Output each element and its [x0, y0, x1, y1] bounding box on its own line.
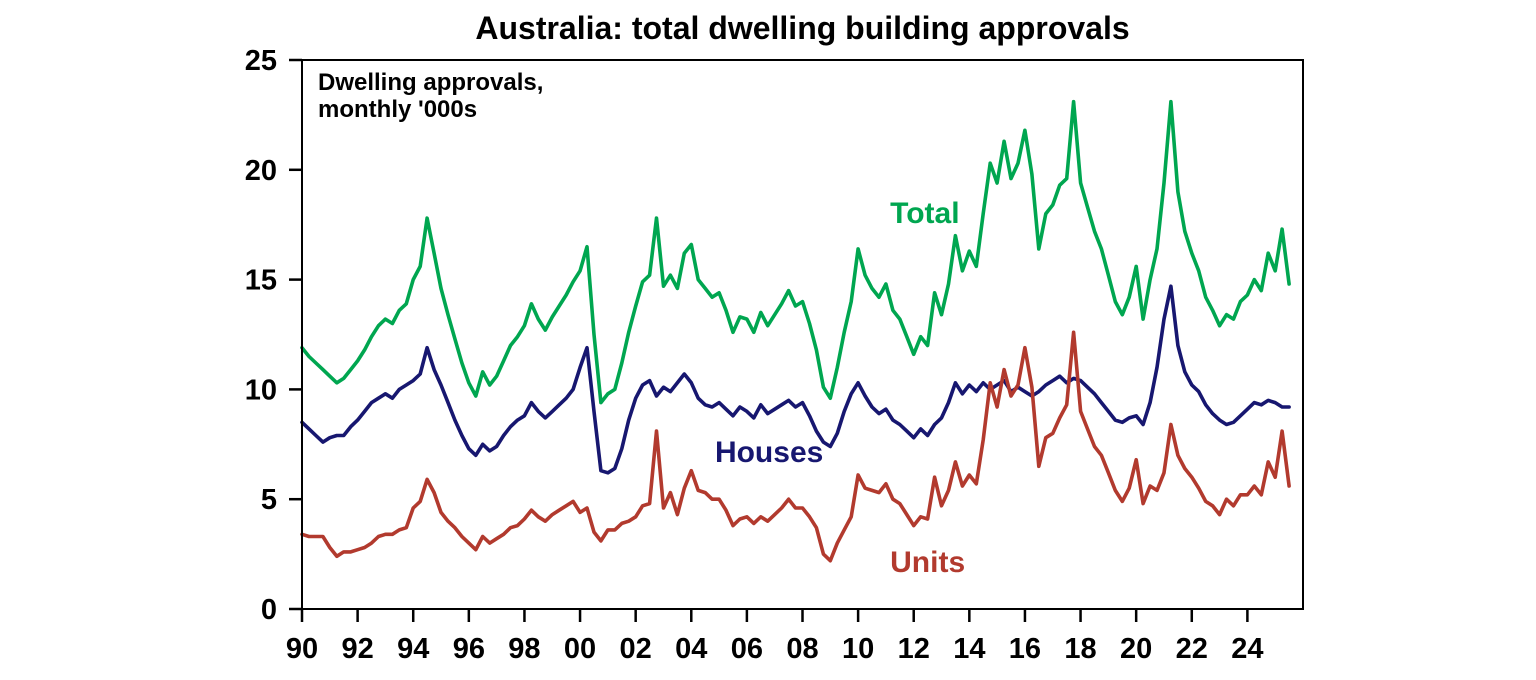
annotation-line-2: monthly '000s — [318, 96, 478, 123]
y-tick-label: 20 — [245, 155, 277, 187]
x-tick-label: 06 — [731, 633, 763, 665]
x-tick-label: 10 — [842, 633, 874, 665]
y-tick-label: 0 — [261, 594, 277, 626]
x-tick-label: 14 — [953, 633, 985, 665]
x-tick-label: 92 — [341, 633, 373, 665]
y-tick-label: 15 — [245, 265, 277, 297]
x-tick-label: 02 — [620, 633, 652, 665]
series-line-houses — [300, 284, 1291, 475]
series-line-total — [300, 99, 1291, 405]
x-tick-label: 04 — [675, 633, 707, 665]
x-tick-label: 90 — [286, 633, 318, 665]
x-tick-label: 98 — [508, 633, 540, 665]
x-tick-label: 12 — [898, 633, 930, 665]
series-label-houses: Houses — [714, 436, 824, 470]
x-tick-label: 24 — [1231, 633, 1263, 665]
plot-frame — [301, 59, 1304, 610]
annotation-line-1: Dwelling approvals, — [318, 69, 544, 96]
series-label-total: Total — [890, 196, 960, 230]
x-tick-label: 00 — [564, 633, 596, 665]
x-tick-label: 08 — [786, 633, 818, 665]
series-label-units: Units — [890, 545, 966, 579]
x-tick-label: 16 — [1009, 633, 1041, 665]
x-tick-label: 18 — [1064, 633, 1096, 665]
y-tick-label: 5 — [261, 484, 277, 516]
chart-annotation: Dwelling approvals, monthly '000s — [318, 69, 543, 123]
x-tick-label: 96 — [453, 633, 485, 665]
x-tick-label: 20 — [1120, 633, 1152, 665]
series-line-units — [300, 330, 1291, 563]
chart-title: Australia: total dwelling building appro… — [475, 10, 1130, 46]
y-tick-label: 10 — [245, 374, 277, 406]
x-tick-label: 94 — [397, 633, 429, 665]
y-tick-label: 25 — [245, 45, 277, 77]
x-tick-label: 22 — [1176, 633, 1208, 665]
